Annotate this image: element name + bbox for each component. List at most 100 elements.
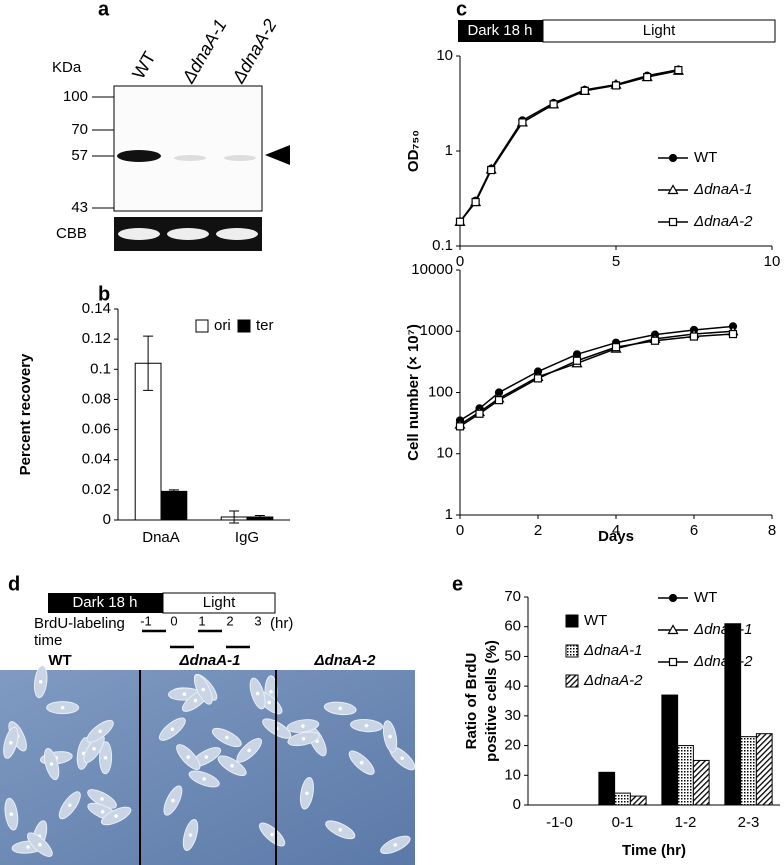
y-tick-label: 1000 [420,322,453,339]
arrowhead [265,145,290,165]
x-tick-label: 8 [768,522,776,539]
panel-label: c [456,0,467,20]
y-tick-label: 0.1 [90,360,111,377]
cbb-band [216,228,258,240]
cell-spot [364,723,369,728]
cell-spot [388,734,392,739]
line [459,69,679,223]
legend-label: ter [256,317,274,334]
cell-spot [186,755,191,759]
y-tick-label: 40 [504,677,521,694]
legend-swatch [565,674,579,688]
legend-swatch [237,319,251,333]
point [650,336,660,345]
cell-spot [305,791,309,796]
legend-label: WT [694,149,717,166]
cell-spot [171,798,175,803]
time-label: 0 [170,613,177,628]
y-tick-label: 0.14 [82,300,111,317]
y-tick-label: 10000 [411,261,453,278]
y-tick-label: 60 [504,618,521,635]
point [494,396,504,405]
marker-label: 57 [71,147,88,164]
light-bar [542,19,776,43]
cell-spot [267,700,271,705]
error-bar [229,510,240,524]
y-tick-label: 30 [504,707,521,724]
labeling-label: BrdU-labeling [34,615,125,632]
y-axis-label: Percent recovery [17,353,34,475]
point [668,657,678,667]
y-tick-label: 100 [428,383,453,400]
point [643,72,652,82]
y-tick-label: 20 [504,737,521,754]
time-label: -1 [140,613,152,628]
y-tick-label: 10 [504,766,521,783]
x-tick-label: DnaA [142,529,180,546]
cell-spot [114,814,118,818]
x-axis-label: Time (hr) [622,842,686,859]
bar [160,490,188,521]
micrograph-dividers [139,670,277,865]
y-tick-label: 1 [445,506,453,523]
bar [740,736,757,806]
y-tick-label: 0.06 [82,421,111,438]
cell-spot [202,777,206,781]
cell-spot [26,845,30,849]
marker-label: 43 [71,199,88,216]
time-label: 2 [226,613,233,628]
y-axis-label: Ratio of BrdU [463,653,480,750]
lane-label: ΔdnaA-2 [228,16,281,88]
cell-spot [230,763,234,768]
point [518,118,527,127]
x-tick-label: 0 [456,253,464,270]
cell-spot [49,762,54,766]
light-label: Light [203,594,236,611]
legend-label: ΔdnaA-2 [693,653,753,670]
cbb-band [118,228,160,240]
bar [598,771,616,806]
cell-spot [225,735,229,740]
cbb-band [167,228,209,240]
marker-label: 100 [63,88,88,105]
cell-spot [269,689,273,694]
point [455,422,465,431]
x-tick-label: IgG [235,529,259,546]
x-tick-label: 6 [690,522,698,539]
time-label: 1 [198,613,205,628]
micrograph-label: ΔdnaA-1 [179,652,241,669]
line [459,69,679,223]
panel-label: d [8,573,20,595]
error-bar [143,335,154,391]
cell-spot [170,727,175,731]
bar [677,745,694,806]
cell-spot [255,691,260,696]
y-tick-label: 0.02 [82,481,111,498]
point [728,329,738,339]
legend-label: ΔdnaA-1 [693,621,752,638]
light-bar [162,592,276,614]
cell-spot [301,737,306,741]
x-tick-label: 0 [456,522,464,539]
cell-spot [60,705,65,710]
micrograph-label: ΔdnaA-2 [314,652,377,669]
dark-label: Dark 18 h [72,594,137,611]
point [455,217,465,226]
line [459,330,734,426]
x-tick-label: 4 [612,522,620,539]
point [674,66,683,75]
y-tick-label: 10 [436,445,453,462]
point [475,409,484,418]
legend-swatch [565,614,579,628]
point [667,624,679,635]
legend-label: ori [214,317,231,334]
blot-band [117,150,161,162]
y-tick-label: 0 [103,511,111,528]
blot-band [174,155,206,161]
point [668,153,678,163]
loading-control: CBB [56,225,87,242]
legend-label: WT [584,612,607,629]
labeling-periods [142,629,250,649]
cell-spot [9,812,14,816]
x-tick-label: -1-0 [546,814,573,831]
